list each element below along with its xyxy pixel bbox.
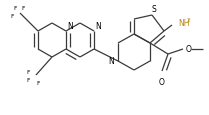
Text: 2: 2	[187, 18, 191, 23]
Text: NH: NH	[178, 18, 190, 27]
Text: F: F	[10, 14, 14, 19]
Text: O: O	[159, 77, 165, 86]
Text: O: O	[186, 45, 192, 54]
Text: F: F	[36, 81, 40, 86]
Text: N: N	[108, 57, 114, 66]
Text: F: F	[26, 70, 30, 75]
Text: N: N	[67, 22, 73, 31]
Text: N: N	[95, 22, 101, 31]
Text: F: F	[21, 5, 25, 10]
Text: F: F	[26, 78, 30, 83]
Text: S: S	[152, 5, 156, 14]
Text: F: F	[13, 6, 17, 11]
